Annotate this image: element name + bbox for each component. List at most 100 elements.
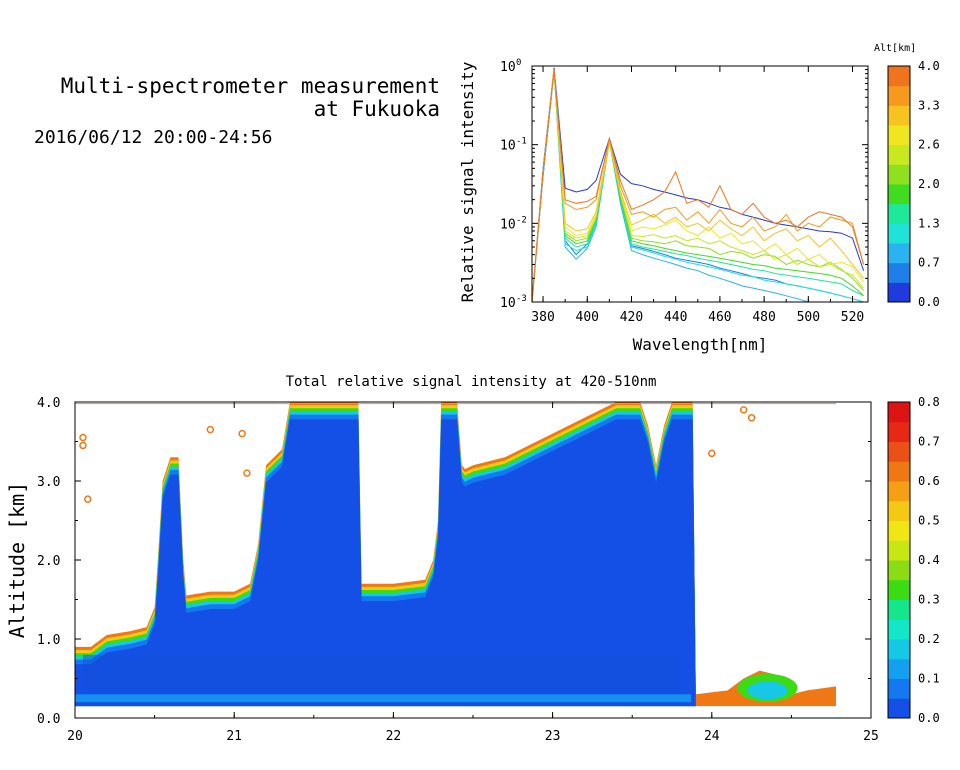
intensity-colorbar-swatch-11 [888, 481, 910, 502]
intensity-colorbar-swatch-15 [888, 402, 910, 423]
altitude-colorbar-swatch-1 [888, 262, 910, 283]
altitude-colorbar-label: Alt[km] [874, 43, 916, 54]
intensity-colorbar-swatch-0 [888, 698, 910, 719]
spectrum-x-tick-label-1: 400 [576, 310, 599, 325]
spectrum-x-tick-label-0: 380 [531, 310, 554, 325]
low-layer-center [747, 681, 788, 700]
cloud-speck-4 [238, 429, 246, 438]
intensity-colorbar-tick-1: 0.1 [918, 672, 940, 686]
heatmap-x-tick-label-5: 25 [863, 729, 879, 744]
altitude-colorbar-swatch-10 [888, 85, 910, 106]
intensity-colorbar-swatch-8 [888, 540, 910, 561]
spectrum-plot-frame [531, 65, 869, 303]
altitude-colorbar-swatch-11 [888, 66, 910, 87]
cloud-speck-3 [206, 425, 215, 434]
cloud-speck-8 [747, 414, 756, 422]
intensity-colorbar-frame [887, 401, 911, 719]
cloud-dense-core [82, 654, 680, 691]
spectrum-y-tick-exponent-1: -2 [516, 215, 527, 225]
spectrum-series-group [532, 67, 865, 302]
heatmap-y-axis-label: Altitude [km] [5, 482, 29, 639]
altitude-colorbar-swatch-6 [888, 164, 910, 185]
heatmap-x-tick-label-0: 20 [67, 729, 83, 744]
heatmap-y-tick-label-2: 2.0 [37, 554, 60, 569]
altitude-colorbar-frame [887, 65, 911, 303]
altitude-colorbar-swatch-7 [888, 144, 910, 165]
intensity-heatmap [75, 402, 836, 707]
spectrum-y-tick-exponent-0: -3 [516, 294, 527, 304]
altitude-colorbar-swatch-5 [888, 184, 910, 205]
intensity-colorbar-tick-4: 0.4 [918, 553, 940, 567]
intensity-colorbar-swatch-4 [888, 619, 910, 640]
heatmap-x-ticks: 20 21 22 23 24 25 [67, 402, 879, 744]
altitude-colorbar-tick-2: 1.3 [918, 216, 940, 230]
cloud-speck-7 [739, 406, 748, 414]
intensity-colorbar-swatch-12 [888, 461, 910, 482]
spectrum-series-line-6 [532, 69, 864, 302]
chart-title-line1: Multi-spectrometer measurement [60, 74, 440, 98]
altitude-colorbar-swatch-8 [888, 125, 910, 146]
intensity-colorbar: 0.0 0.1 0.2 0.3 0.4 0.5 0.6 0.7 0.8 [887, 395, 940, 725]
heatmap-x-tick-label-3: 23 [545, 729, 561, 744]
spectrum-x-tick-label-7: 520 [841, 310, 864, 325]
altitude-colorbar-tick-5: 3.3 [918, 98, 940, 112]
chart-title-line2: at Fukuoka [313, 97, 440, 121]
altitude-colorbar-tick-1: 0.7 [918, 256, 940, 270]
altitude-colorbar-tick-4: 2.6 [918, 138, 940, 152]
spectrum-x-axis-label: Wavelength[nm] [633, 335, 768, 354]
spectrum-y-tick-exponent-3: 0 [516, 58, 521, 68]
altitude-colorbar-tick-0: 0.0 [918, 295, 940, 309]
intensity-colorbar-tick-3: 0.3 [918, 593, 940, 607]
intensity-colorbar-swatch-7 [888, 560, 910, 581]
heatmap-y-tick-label-0: 0.0 [37, 712, 60, 727]
spectrum-y-tick-exponent-2: -1 [516, 137, 527, 147]
spectrum-y-axis-label: Relative signal intensity [458, 61, 477, 302]
altitude-colorbar-swatch-0 [888, 282, 910, 303]
intensity-colorbar-swatch-13 [888, 441, 910, 462]
spectrum-x-tick-label-2: 420 [620, 310, 643, 325]
altitude-colorbar-tick-3: 2.0 [918, 177, 940, 191]
spectrum-series-line-9 [532, 69, 864, 302]
altitude-colorbar-swatch-4 [888, 203, 910, 224]
spectrum-x-tick-label-5: 480 [752, 310, 775, 325]
altitude-colorbar-tick-6: 4.0 [918, 59, 940, 73]
intensity-colorbar-tick-6: 0.6 [918, 474, 940, 488]
heatmap-y-tick-label-3: 3.0 [37, 475, 60, 490]
measurement-datetime: 2016/06/12 20:00-24:56 [34, 127, 273, 148]
spectrum-x-tick-label-3: 440 [664, 310, 687, 325]
cloud-bottom-band [75, 694, 692, 703]
spectrum-series-line-2 [532, 71, 864, 302]
cloud-layer-band-5 [75, 419, 696, 707]
altitude-colorbar: 0.0 0.7 1.3 2.0 2.6 3.3 4.0 [887, 59, 940, 309]
intensity-colorbar-tick-2: 0.2 [918, 632, 940, 646]
spectrum-series-line-1 [532, 69, 864, 302]
spectrum-series-line-11 [532, 69, 865, 302]
spectrum-series-line-4 [532, 69, 864, 302]
intensity-colorbar-tick-5: 0.5 [918, 514, 940, 528]
spectrum-y-tick-label-0: 10 [500, 296, 516, 311]
intensity-colorbar-tick-0: 0.0 [918, 711, 940, 725]
cloud-speck-6 [708, 449, 716, 458]
spectrum-series-line-5 [532, 69, 864, 302]
cloud-speck-1 [79, 441, 87, 450]
spectrum-x-ticks: 380 400 420 440 460 480 500 520 [531, 66, 864, 325]
spectrum-series-line-7 [532, 69, 864, 302]
cloud-speck-5 [243, 469, 251, 477]
heatmap-x-tick-label-1: 21 [226, 729, 242, 744]
spectrum-x-tick-label-6: 500 [797, 310, 820, 325]
heatmap-title: Total relative signal intensity at 420-5… [286, 374, 657, 390]
intensity-colorbar-swatch-9 [888, 520, 910, 541]
intensity-colorbar-tick-7: 0.7 [918, 435, 940, 449]
altitude-colorbar-swatch-2 [888, 243, 910, 264]
cloud-speck-0 [79, 433, 87, 442]
heatmap-y-tick-label-1: 1.0 [37, 633, 60, 648]
intensity-colorbar-tick-8: 0.8 [918, 395, 940, 409]
spectrum-y-tick-label-2: 10 [500, 139, 516, 154]
heatmap-y-tick-label-4: 4.0 [37, 396, 60, 411]
intensity-colorbar-swatch-10 [888, 500, 910, 521]
altitude-colorbar-swatch-3 [888, 223, 910, 244]
heatmap-y-ticks: 0.0 1.0 2.0 3.0 4.0 [37, 396, 871, 727]
heatmap-x-tick-label-2: 22 [386, 729, 402, 744]
